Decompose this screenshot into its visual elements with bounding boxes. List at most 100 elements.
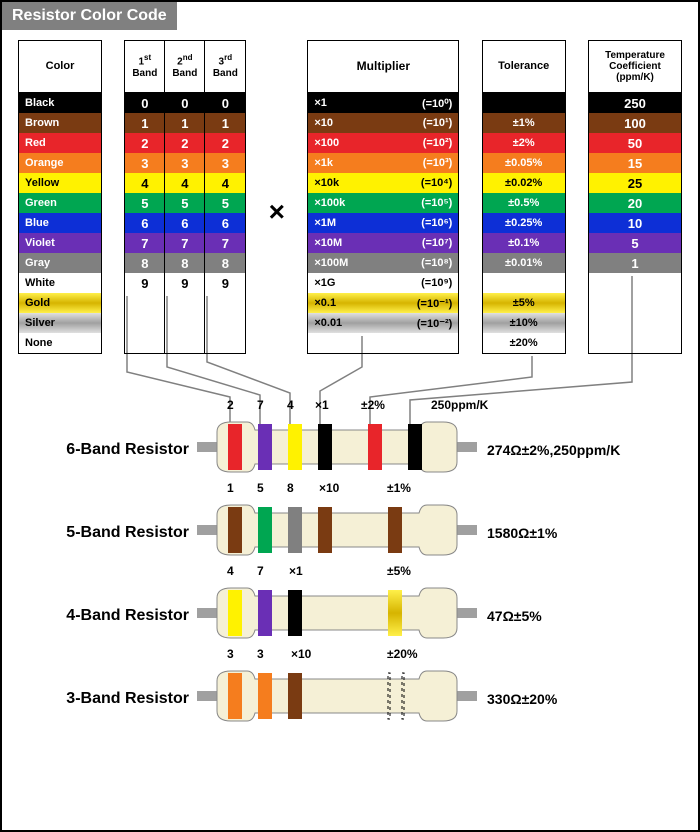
band3-column: 3rdBand 0123456789 (205, 41, 245, 353)
band2-column: 2ndBand 0123456789 (165, 41, 205, 353)
color-row-7: Violet (19, 233, 101, 253)
tol-row-silver: ±10% (483, 313, 565, 333)
color-row-8: Gray (19, 253, 101, 273)
resistor-label: 3-Band Resistor (22, 690, 197, 708)
temp-row-1: 100 (589, 113, 681, 133)
mult-row-6: ×1M(=10⁶) (308, 213, 458, 233)
color-row-0: Black (19, 93, 101, 113)
resistor-body-wrap: 33×10±20% (197, 663, 477, 734)
band3-row-7: 7 (205, 233, 245, 253)
band-value-label: ×1 (289, 564, 303, 578)
color-row-9: White (19, 273, 101, 293)
temp-row-0: 250 (589, 93, 681, 113)
band1-row-8: 8 (125, 253, 164, 273)
resistor-svg (197, 663, 477, 729)
temp-row-5: 20 (589, 193, 681, 213)
band3-row-9: 9 (205, 273, 245, 293)
band-value-label: 5 (257, 481, 264, 495)
color-row-1: Brown (19, 113, 101, 133)
band-value-label: ×10 (291, 647, 311, 661)
resistor-body-wrap: 47×1±5% (197, 580, 477, 651)
band3-row-6: 6 (205, 213, 245, 233)
resistor-label: 5-Band Resistor (22, 524, 197, 542)
resistor-label: 6-Band Resistor (22, 441, 197, 459)
multiplier-column: Multiplier ×1(=10⁰)×10(=10¹)×100(=10²)×1… (307, 40, 459, 354)
resistor-example-0: 6-Band Resistor274×1±2%250ppm/K274Ω±2%,2… (22, 414, 678, 485)
band-value-label: ±1% (387, 481, 411, 495)
band2-row-3: 3 (165, 153, 204, 173)
band2-row-9: 9 (165, 273, 204, 293)
mult-row-3: ×1k(=10³) (308, 153, 458, 173)
multiplier-header: Multiplier (308, 41, 458, 93)
resistor-example-3: 3-Band Resistor33×10±20%330Ω±20% (22, 663, 678, 734)
resistor-label: 4-Band Resistor (22, 607, 197, 625)
tol-row-1: ±1% (483, 113, 565, 133)
tolerance-header: Tolerance (483, 41, 565, 93)
mult-row-gold: ×0.1(=10⁻¹) (308, 293, 458, 313)
band3-row-1: 1 (205, 113, 245, 133)
resistor-value: 47Ω±5% (477, 608, 542, 624)
temp-row-2: 50 (589, 133, 681, 153)
mult-row-8: ×100M(=10⁸) (308, 253, 458, 273)
band-value-label: ×1 (315, 398, 329, 412)
band-value-label: 4 (227, 564, 234, 578)
color-row-3: Orange (19, 153, 101, 173)
color-name-column: Color BlackBrownRedOrangeYellowGreenBlue… (18, 40, 102, 354)
mult-row-2: ×100(=10²) (308, 133, 458, 153)
band3-header: 3rdBand (205, 41, 245, 93)
band2-row-7: 7 (165, 233, 204, 253)
title-bar: Resistor Color Code (2, 2, 177, 30)
band2-row-8: 8 (165, 253, 204, 273)
resistor-value: 1580Ω±1% (477, 525, 557, 541)
resistor-svg (197, 497, 477, 563)
resistor-body-wrap: 158×10±1% (197, 497, 477, 568)
band1-row-1: 1 (125, 113, 164, 133)
color-row-gold: Gold (19, 293, 101, 313)
temp-row-7: 5 (589, 233, 681, 253)
tol-row-6: ±0.25% (483, 213, 565, 233)
tempco-header: Temperature Coefficient (ppm/K) (589, 41, 681, 93)
tol-row-3: ±0.05% (483, 153, 565, 173)
mult-row-1: ×10(=10¹) (308, 113, 458, 133)
mult-row-9: ×1G(=10⁹) (308, 273, 458, 293)
band3-row-8: 8 (205, 253, 245, 273)
temp-row-4: 25 (589, 173, 681, 193)
resistor-value: 330Ω±20% (477, 691, 557, 707)
temp-row-3: 15 (589, 153, 681, 173)
mult-row-5: ×100k(=10⁵) (308, 193, 458, 213)
resistor-svg (197, 580, 477, 646)
color-row-5: Green (19, 193, 101, 213)
mult-row-7: ×10M(=10⁷) (308, 233, 458, 253)
band3-row-2: 2 (205, 133, 245, 153)
band-value-label: ±5% (387, 564, 411, 578)
band1-row-2: 2 (125, 133, 164, 153)
tol-row-8: ±0.01% (483, 253, 565, 273)
tol-row-5: ±0.5% (483, 193, 565, 213)
mult-row-4: ×10k(=10⁴) (308, 173, 458, 193)
resistor-value: 274Ω±2%,250ppm/K (477, 442, 620, 458)
tolerance-column: Tolerance ±1%±2%±0.05%±0.02%±0.5%±0.25% ±… (482, 40, 566, 354)
tol-row-4: ±0.02% (483, 173, 565, 193)
tol-row-2: ±2% (483, 133, 565, 153)
band3-row-0: 0 (205, 93, 245, 113)
resistor-example-2: 4-Band Resistor47×1±5%47Ω±5% (22, 580, 678, 651)
resistor-body-wrap: 274×1±2%250ppm/K (197, 414, 477, 485)
mult-row-silver: ×0.01(=10⁻²) (308, 313, 458, 333)
band3-row-3: 3 (205, 153, 245, 173)
band2-row-5: 5 (165, 193, 204, 213)
band1-row-4: 4 (125, 173, 164, 193)
band1-row-9: 9 (125, 273, 164, 293)
band-value-label: 8 (287, 481, 294, 495)
band3-row-4: 4 (205, 173, 245, 193)
band-value-label: 1 (227, 481, 234, 495)
tempco-column: Temperature Coefficient (ppm/K) 25010050… (588, 40, 682, 354)
band-value-label: ±2% (361, 398, 385, 412)
band-value-label: ×10 (319, 481, 339, 495)
multiply-symbol: × (269, 196, 285, 228)
band1-row-7: 7 (125, 233, 164, 253)
color-row-4: Yellow (19, 173, 101, 193)
band1-header: 1stBand (125, 41, 164, 93)
resistor-examples: 6-Band Resistor274×1±2%250ppm/K274Ω±2%,2… (2, 414, 698, 746)
color-row-none: None (19, 333, 101, 353)
tol-row-none: ±20% (483, 333, 565, 353)
